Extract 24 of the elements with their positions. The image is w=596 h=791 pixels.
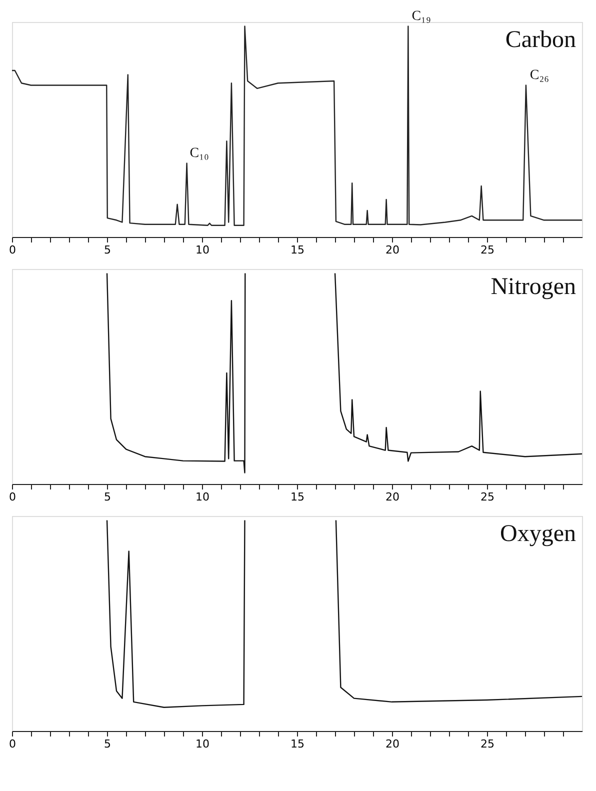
- x-tick-label: 10: [196, 244, 210, 256]
- x-tick-label: 25: [480, 490, 494, 504]
- x-tick-label: 10: [196, 738, 210, 750]
- x-tick-label: 20: [386, 244, 400, 256]
- x-tick-label: 5: [104, 244, 111, 256]
- x-tick-label: 5: [104, 490, 111, 504]
- x-tick-label: 25: [480, 244, 494, 256]
- annotation: C₂₆: [530, 68, 550, 84]
- chart-title: Nitrogen: [490, 274, 576, 300]
- chart-title: Oxygen: [500, 521, 576, 547]
- x-tick-label: 0: [9, 244, 16, 256]
- annotation: C₁₀: [190, 146, 210, 162]
- x-tick-label: 0: [9, 738, 16, 750]
- x-tick-label: 25: [480, 738, 494, 750]
- x-tick-label: 10: [196, 490, 210, 504]
- chart-title: Carbon: [505, 27, 576, 53]
- annotation: C₁₉: [412, 9, 431, 24]
- x-tick-label: 20: [386, 738, 400, 750]
- x-tick-label: 20: [386, 490, 400, 504]
- x-tick-label: 15: [290, 738, 304, 750]
- x-tick-label: 0: [9, 490, 16, 504]
- x-tick-label: 5: [104, 738, 111, 750]
- x-tick-label: 15: [290, 244, 304, 256]
- x-tick-label: 15: [290, 490, 304, 504]
